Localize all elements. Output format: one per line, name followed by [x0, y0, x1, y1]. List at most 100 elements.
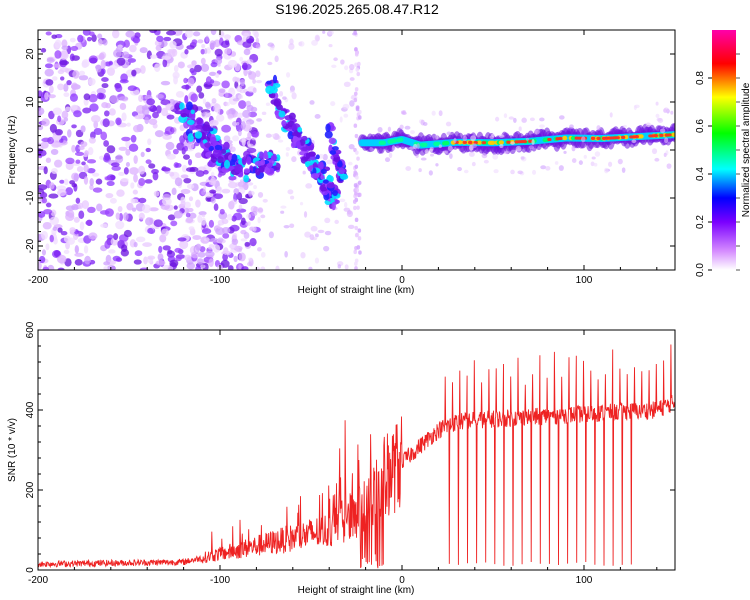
heatmap-speck — [83, 164, 89, 173]
heatmap-band-cell — [184, 95, 189, 104]
heatmap-speck — [521, 117, 527, 123]
heatmap-speck — [45, 243, 50, 251]
heatmap-speck — [663, 107, 669, 113]
heatmap-speck — [571, 158, 577, 163]
heatmap-speck — [103, 261, 111, 266]
heatmap-speck — [138, 165, 146, 175]
heatmap-speck — [569, 124, 574, 129]
heatmap-speck — [115, 117, 122, 126]
heatmap-speck — [666, 163, 672, 169]
heatmap-speck — [447, 145, 453, 152]
heatmap-speck — [314, 34, 320, 42]
heatmap-speck — [457, 167, 462, 172]
heatmap-speck — [162, 134, 172, 140]
heatmap-speck — [280, 205, 287, 209]
heatmap-speck — [130, 134, 137, 143]
heatmap-speck — [104, 110, 110, 117]
heatmap-band-cell — [331, 201, 336, 211]
spectrogram-x-tick-label: -100 — [210, 275, 230, 286]
heatmap-speck — [228, 243, 236, 249]
heatmap-speck — [571, 145, 576, 152]
heatmap-speck — [248, 190, 252, 197]
heatmap-speck — [73, 173, 79, 182]
chart-title: S196.2025.265.08.47.R12 — [275, 1, 439, 17]
heatmap-speck — [384, 157, 391, 163]
heatmap-speck — [357, 236, 362, 241]
heatmap-speck — [139, 47, 148, 54]
heatmap-speck — [285, 72, 291, 78]
heatmap-speck — [240, 121, 246, 130]
heatmap-band-cell — [287, 131, 294, 140]
heatmap-speck — [229, 146, 236, 153]
heatmap-speck — [232, 232, 238, 240]
heatmap-speck — [326, 159, 333, 165]
heatmap-speck — [155, 260, 166, 266]
heatmap-speck — [44, 63, 53, 69]
heatmap-speck — [117, 44, 123, 49]
heatmap-speck — [481, 153, 488, 159]
heatmap-speck — [225, 101, 230, 107]
heatmap-speck — [82, 107, 92, 114]
heatmap-speck — [358, 192, 362, 198]
colorbar-tick-label: 0.8 — [695, 71, 706, 85]
heatmap-speck — [70, 45, 79, 51]
heatmap-speck — [344, 264, 349, 270]
heatmap-speck — [86, 36, 92, 42]
ridge-peak — [468, 140, 473, 145]
heatmap-speck — [242, 109, 251, 118]
heatmap-band-cell — [246, 156, 252, 165]
heatmap-speck — [65, 157, 75, 165]
heatmap-speck — [279, 90, 284, 97]
heatmap-speck — [121, 244, 128, 253]
heatmap-band-cell — [334, 199, 340, 204]
heatmap-speck — [237, 94, 244, 100]
heatmap-speck — [358, 109, 362, 115]
ridge-peak — [462, 140, 467, 145]
heatmap-speck — [409, 146, 415, 150]
heatmap-speck — [236, 85, 243, 92]
heatmap-speck — [349, 77, 355, 81]
heatmap-speck — [249, 238, 257, 247]
heatmap-speck — [265, 102, 271, 106]
heatmap-speck — [102, 39, 108, 46]
heatmap-speck — [47, 264, 55, 270]
heatmap-speck — [324, 217, 331, 224]
heatmap-speck — [262, 198, 268, 203]
heatmap-speck — [158, 245, 163, 254]
heatmap-speck — [161, 197, 172, 206]
heatmap-speck — [462, 135, 468, 142]
heatmap-speck — [235, 248, 240, 253]
heatmap-speck — [299, 201, 304, 206]
heatmap-speck — [285, 146, 291, 151]
colorbar-tick-label: 0.0 — [695, 263, 706, 277]
heatmap-speck — [143, 256, 148, 265]
heatmap-speck — [75, 197, 81, 204]
heatmap-band-cell — [278, 110, 286, 118]
heatmap-speck — [147, 255, 156, 260]
heatmap-speck — [166, 30, 177, 36]
heatmap-speck — [113, 233, 119, 241]
heatmap-speck — [133, 241, 138, 248]
heatmap-speck — [236, 77, 241, 83]
heatmap-speck — [445, 121, 452, 127]
heatmap-speck — [435, 163, 439, 167]
heatmap-speck — [265, 133, 272, 138]
heatmap-speck — [302, 170, 306, 175]
heatmap-speck — [357, 180, 362, 185]
heatmap-speck — [133, 259, 142, 265]
heatmap-speck — [515, 145, 522, 152]
heatmap-speck — [162, 58, 168, 68]
heatmap-speck — [229, 87, 234, 92]
heatmap-speck — [554, 161, 559, 165]
heatmap-speck — [354, 266, 358, 270]
heatmap-speck — [96, 203, 103, 212]
heatmap-speck — [471, 143, 477, 149]
heatmap-speck — [49, 234, 54, 243]
heatmap-speck — [358, 115, 362, 120]
heatmap-speck — [99, 210, 110, 215]
heatmap-speck — [52, 76, 58, 81]
heatmap-speck — [123, 229, 132, 238]
spectrogram-y-axis-label: Frequency (Hz) — [7, 116, 18, 185]
heatmap-speck — [252, 78, 257, 84]
heatmap-speck — [242, 32, 250, 40]
